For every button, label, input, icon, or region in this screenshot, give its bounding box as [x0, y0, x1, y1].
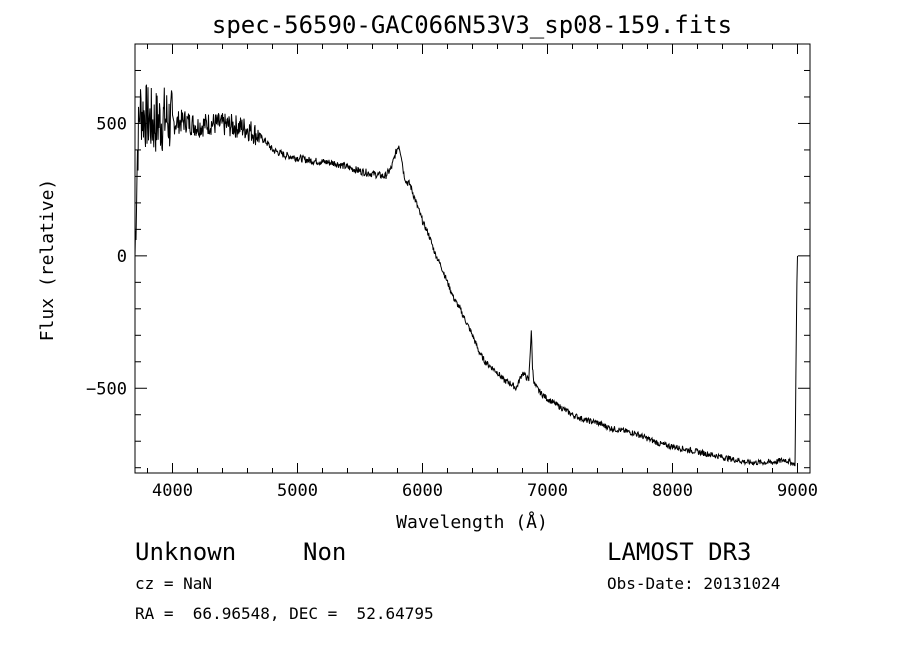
y-axis-label: Flux (relative) [37, 179, 58, 342]
plot-frame [134, 43, 811, 474]
x-tick-label: 6000 [402, 481, 443, 501]
x-tick-label: 4000 [152, 481, 193, 501]
coordinates: RA = 66.96548, DEC = 52.64795 [135, 604, 434, 623]
object-class: Unknown [135, 538, 237, 566]
y-tick-label: 500 [96, 114, 127, 134]
flux-series-line [134, 84, 798, 467]
observation-date: Obs-Date: 20131024 [607, 574, 781, 593]
chart-title: spec-56590-GAC066N53V3_sp08-159.fits [212, 11, 732, 39]
object-subclass: Non [303, 538, 347, 566]
y-tick-label: 0 [117, 247, 127, 267]
x-tick-label: 9000 [777, 481, 818, 501]
x-axis-label: Wavelength (Å) [396, 511, 548, 533]
redshift-value: cz = NaN [135, 574, 213, 593]
x-axis: 4000 5000 6000 7000 8000 9000 [147, 44, 818, 501]
y-tick-label: −500 [86, 379, 127, 399]
x-tick-label: 5000 [277, 481, 318, 501]
survey-name: LAMOST DR3 [607, 538, 752, 566]
x-tick-label: 7000 [527, 481, 568, 501]
x-tick-label: 8000 [652, 481, 693, 501]
